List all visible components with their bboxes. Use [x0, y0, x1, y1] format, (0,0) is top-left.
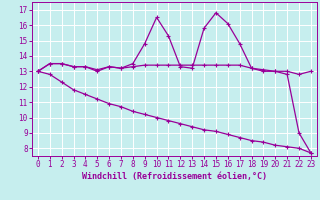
- X-axis label: Windchill (Refroidissement éolien,°C): Windchill (Refroidissement éolien,°C): [82, 172, 267, 181]
